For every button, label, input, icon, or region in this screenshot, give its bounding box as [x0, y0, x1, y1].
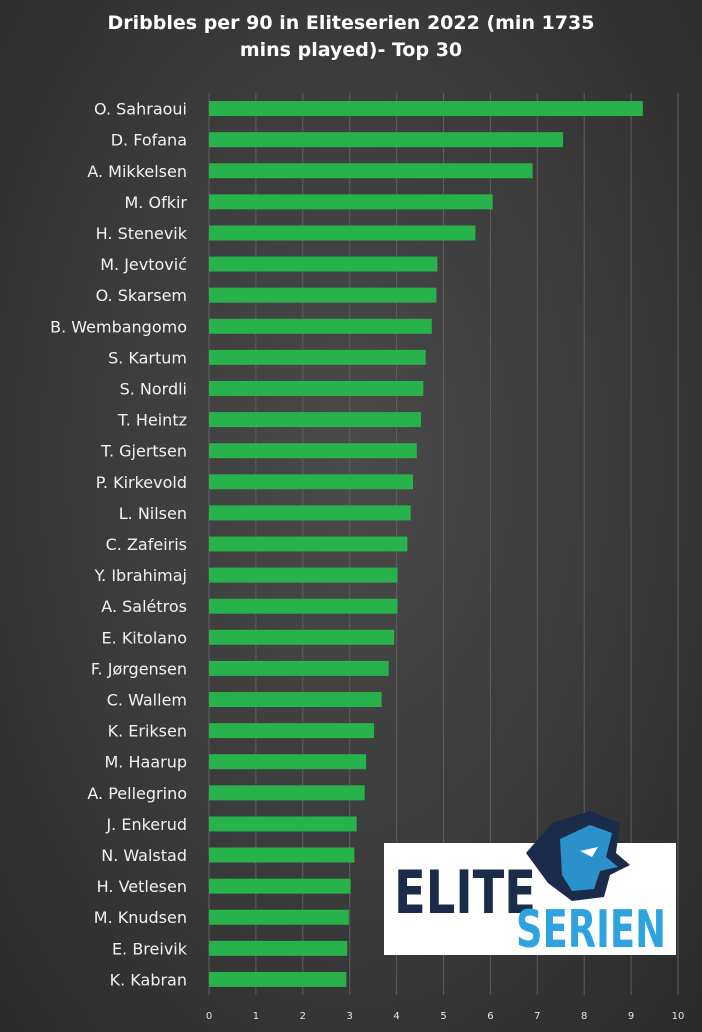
x-tick-label: 5: [440, 1011, 446, 1022]
bar-12: [209, 443, 417, 459]
bar-26: [209, 878, 351, 894]
lion-eye-icon: [580, 847, 598, 857]
x-tick-label: 8: [581, 1011, 587, 1022]
category-label: T. Gjertsen: [100, 442, 187, 461]
bar-19: [209, 660, 389, 676]
category-label: A. Salétros: [101, 597, 187, 616]
bar-5: [209, 225, 476, 241]
bar-8: [209, 318, 432, 334]
category-label: S. Nordli: [120, 379, 187, 398]
x-tick-label: 6: [487, 1011, 493, 1022]
category-label: S. Kartum: [108, 348, 187, 367]
bar-15: [209, 536, 408, 552]
category-label: C. Zafeiris: [106, 535, 187, 554]
category-label: P. Kirkevold: [96, 473, 187, 492]
category-label: O. Sahraoui: [94, 100, 187, 119]
x-tick-label: 7: [534, 1011, 540, 1022]
chart-title: Dribbles per 90 in Eliteserien 2022 (min…: [0, 10, 702, 64]
bar-23: [209, 785, 365, 801]
bar-7: [209, 287, 437, 303]
category-label: H. Vetlesen: [97, 877, 187, 896]
category-label: K. Eriksen: [108, 722, 187, 741]
category-label: D. Fofana: [111, 131, 187, 150]
x-tick-label: 1: [253, 1011, 259, 1022]
category-label: T. Heintz: [117, 411, 187, 430]
category-label: M. Jevtović: [100, 255, 187, 274]
category-label: E. Breivik: [112, 939, 188, 958]
x-tick-label: 3: [347, 1011, 353, 1022]
bar-24: [209, 816, 357, 832]
category-label: H. Stenevik: [96, 224, 188, 243]
bar-21: [209, 723, 375, 739]
chart-title-line-2: mins played)- Top 30: [239, 39, 463, 61]
category-label: K. Kabran: [110, 970, 187, 989]
category-label: E. Kitolano: [102, 628, 187, 647]
eliteserien-logo: ELITE SERIEN: [384, 811, 676, 960]
bar-28: [209, 940, 348, 956]
category-label: J. Enkerud: [105, 815, 187, 834]
x-axis-tick-labels: 0 1 2 3 4 5 6 7 8 9 10: [206, 1011, 685, 1022]
bar-25: [209, 847, 355, 863]
category-label: M. Knudsen: [94, 908, 187, 927]
bar-1: [209, 101, 643, 117]
bar-9: [209, 349, 426, 365]
category-label: M. Haarup: [105, 753, 188, 772]
logo-text-elite: ELITE: [394, 858, 536, 928]
bar-4: [209, 194, 493, 210]
category-label: L. Nilsen: [119, 504, 187, 523]
category-label: O. Skarsem: [96, 286, 187, 305]
category-label: M. Ofkir: [125, 193, 188, 212]
category-label: B. Wembangomo: [50, 317, 187, 336]
bar-2: [209, 132, 564, 148]
logo-plate: [384, 843, 676, 955]
lion-head-highlight-icon: [560, 825, 618, 891]
x-tick-label: 9: [628, 1011, 634, 1022]
bar-27: [209, 909, 349, 925]
bar-22: [209, 754, 367, 770]
bar-18: [209, 629, 395, 645]
category-label: A. Mikkelsen: [87, 162, 187, 181]
bar-13: [209, 474, 414, 490]
category-label: C. Wallem: [107, 691, 187, 710]
bar-29: [209, 971, 347, 987]
x-tick-label: 4: [393, 1011, 399, 1022]
x-tick-label: 10: [672, 1011, 685, 1022]
logo-text-serien: SERIEN: [516, 900, 666, 960]
category-label: N. Walstad: [101, 846, 187, 865]
bar-3: [209, 163, 533, 179]
category-label: A. Pellegrino: [87, 784, 187, 803]
bar-17: [209, 598, 398, 614]
bar-10: [209, 380, 424, 396]
x-tick-label: 0: [206, 1011, 212, 1022]
x-tick-label: 2: [300, 1011, 306, 1022]
chart-title-line-1: Dribbles per 90 in Eliteserien 2022 (min…: [107, 12, 595, 34]
category-labels: O. Sahraoui D. Fofana A. Mikkelsen M. Ofkir…: [50, 100, 188, 990]
bar-16: [209, 567, 398, 583]
category-label: F. Jørgensen: [91, 659, 187, 678]
category-label: Y. Ibrahimaj: [94, 566, 187, 585]
bar-6: [209, 256, 438, 272]
bar-20: [209, 692, 382, 708]
bars: [209, 101, 643, 987]
bar-14: [209, 505, 411, 521]
bar-11: [209, 412, 421, 428]
